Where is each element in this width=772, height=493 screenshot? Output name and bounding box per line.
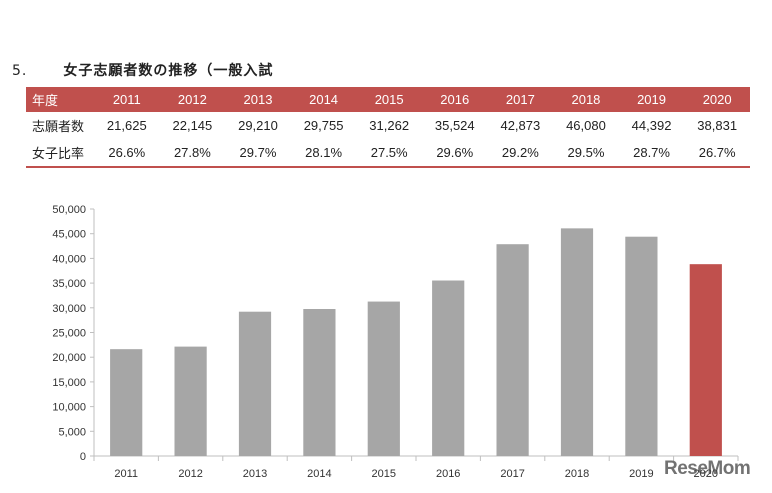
year-header: 2016 <box>421 87 488 112</box>
table-cell: 46,080 <box>566 118 606 133</box>
y-tick-label: 40,000 <box>52 253 86 265</box>
year-header: 2018 <box>553 87 619 112</box>
y-tick-label: 20,000 <box>52 352 86 364</box>
y-tick-label: 50,000 <box>52 204 86 216</box>
table-cell: 38,831 <box>697 118 738 133</box>
table-cell: 31,262 <box>369 118 410 133</box>
row-label: 女子比率 <box>26 139 94 168</box>
bar-2020 <box>689 264 722 456</box>
table-cell: 29,755 <box>303 118 344 133</box>
table-row-applicants: 志願者数 21,625 22,145 29,210 29,755 31,262 … <box>26 112 750 139</box>
year-header: 2012 <box>159 87 226 112</box>
bar-2011 <box>110 349 143 456</box>
table-cell: 28.1% <box>290 139 357 168</box>
x-tick-label: 2011 <box>114 468 138 480</box>
table-cell: 35,524 <box>434 118 475 133</box>
y-tick-label: 30,000 <box>52 303 86 315</box>
bar-2018 <box>560 228 594 456</box>
table-cell: 29.7% <box>225 139 291 168</box>
bar-2014 <box>303 309 336 456</box>
table-cell: 27.5% <box>356 139 422 168</box>
x-tick-label: 2020 <box>694 468 718 480</box>
bar-2019 <box>625 236 658 456</box>
section-heading: 5. 女子志願者数の推移（一般入試 <box>12 60 273 80</box>
year-header: 2017 <box>487 87 554 112</box>
table-cell: 21,625 <box>106 118 147 133</box>
year-header: 2019 <box>618 87 685 112</box>
year-header: 2013 <box>225 87 291 112</box>
y-tick-label: 15,000 <box>52 377 86 389</box>
bar-2012 <box>174 346 207 456</box>
section-title: 女子志願者数の推移（一般入試 <box>63 63 274 79</box>
table-cell: 44,392 <box>631 118 672 133</box>
x-tick-label: 2014 <box>307 468 331 480</box>
x-tick-label: 2019 <box>629 468 653 480</box>
y-tick-label: 35,000 <box>52 278 86 290</box>
table-cell: 29.2% <box>487 139 554 168</box>
year-header: 2015 <box>356 87 422 112</box>
y-tick-label: 0 <box>80 451 86 463</box>
bar-2015 <box>367 301 400 456</box>
data-table: 年度 2011 2012 2013 2014 2015 2016 2017 20… <box>26 87 750 168</box>
table-cell: 29.6% <box>421 139 488 168</box>
x-tick-label: 2016 <box>436 468 460 480</box>
table-cell: 29.5% <box>553 139 619 168</box>
table-cell: 28.7% <box>618 139 685 168</box>
x-tick-label: 2013 <box>243 468 267 480</box>
table-cell: 27.8% <box>159 139 226 168</box>
year-header: 2011 <box>94 87 160 112</box>
year-header: 2020 <box>684 87 750 112</box>
table-header-label: 年度 <box>26 87 94 112</box>
bar-chart: 0 5,000 10,000 15,000 20,000 25,000 30,000 35,0… <box>52 204 739 480</box>
y-tick-label: 45,000 <box>52 229 86 241</box>
bar-2016 <box>432 280 465 456</box>
x-tick-label: 2015 <box>372 468 396 480</box>
x-tick-label: 2018 <box>565 468 589 480</box>
table-row-female-ratio: 女子比率 26.6% 27.8% 29.7% 28.1% 27.5% 29.6%… <box>26 139 750 168</box>
row-label: 志願者数 <box>32 119 85 134</box>
y-tick-label: 10,000 <box>52 402 86 414</box>
table-header-row: 年度 2011 2012 2013 2014 2015 2016 2017 20… <box>26 87 750 112</box>
year-header: 2014 <box>290 87 357 112</box>
section-number: 5. <box>12 63 28 79</box>
x-tick-label: 2017 <box>500 468 524 480</box>
y-tick-label: 25,000 <box>52 328 86 340</box>
table-cell: 29,210 <box>238 118 278 133</box>
table-cell: 26.6% <box>94 139 160 168</box>
table-cell: 22,145 <box>172 118 213 133</box>
y-tick-label: 5,000 <box>58 426 86 438</box>
watermark-logo: ReseMom <box>664 458 751 479</box>
bar-2017 <box>496 244 529 456</box>
table-cell: 42,873 <box>500 118 541 133</box>
x-tick-label: 2012 <box>178 468 202 480</box>
table-cell: 26.7% <box>684 139 750 168</box>
bar-2013 <box>238 311 272 456</box>
